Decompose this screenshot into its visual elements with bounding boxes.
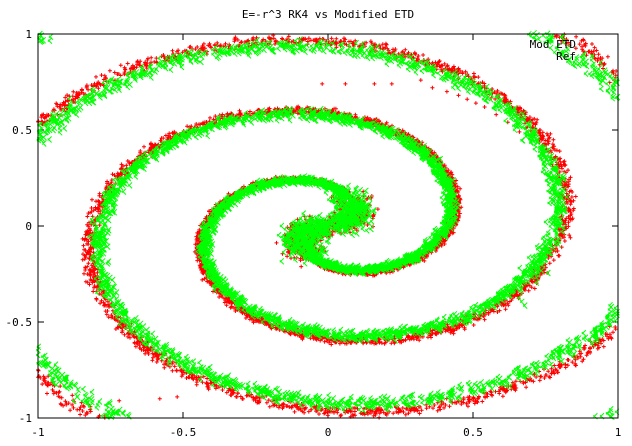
- legend-label-mod-etd: Mod ETD: [530, 38, 576, 51]
- legend-marker-mod-etd: [590, 42, 594, 46]
- plot-area: [35, 29, 621, 421]
- x-axis: -1 -0.5 0 0.5 1: [31, 34, 621, 439]
- legend-label-ref: Ref: [556, 50, 576, 63]
- y-tick-label: -1: [19, 412, 32, 425]
- y-tick-label: 1: [25, 28, 32, 41]
- plot-frame: [37, 33, 619, 419]
- y-tick-label: -0.5: [6, 316, 33, 329]
- y-axis: 1 0.5 0 -0.5 -1: [6, 28, 618, 425]
- x-tick-label: -1: [31, 426, 44, 439]
- y-tick-label: 0: [25, 220, 32, 233]
- x-tick-label: 0.5: [463, 426, 483, 439]
- series-ref: [35, 29, 621, 421]
- x-tick-label: 0: [325, 426, 332, 439]
- x-tick-label: -0.5: [170, 426, 197, 439]
- chart-title: E=-r^3 RK4 vs Modified ETD: [242, 8, 414, 21]
- y-tick-label: 0.5: [12, 124, 32, 137]
- legend-marker-ref: [589, 53, 595, 59]
- x-tick-label: 1: [615, 426, 622, 439]
- data-points-ref: [35, 29, 621, 421]
